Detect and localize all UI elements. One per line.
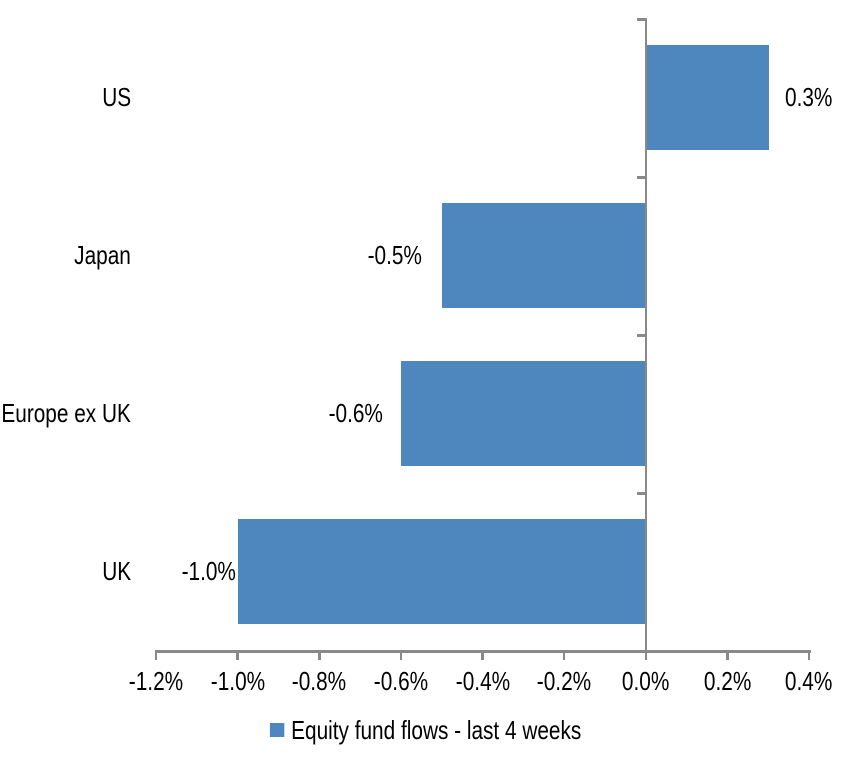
value-axis-tick [726,650,729,660]
data-label: -0.6% [163,400,383,426]
data-label: 0.3% [785,84,844,110]
category-axis-tick [636,176,645,179]
value-axis-tick-label-text: 0.0% [622,666,670,696]
value-axis-tick-label: -0.6% [321,668,481,694]
category-label-text: Japan [74,240,131,270]
value-axis-tick-label: 0.0% [566,668,726,694]
value-axis-tick-label-text: 0.4% [785,666,833,696]
legend-label: Equity fund flows - last 4 weeks [291,715,582,745]
value-axis-tick-label: -0.8% [239,668,399,694]
category-label-text: US [102,82,131,112]
data-label: -1.0% [16,556,236,586]
legend-row: Equity fund flows - last 4 weeks [270,715,582,745]
value-axis-tick-label: -1.2% [76,668,236,694]
chart-bar [441,202,645,308]
legend-marker-icon [270,723,285,737]
category-axis-tick [636,492,645,495]
category-label-text: UK [102,556,131,586]
value-axis-tick [807,650,811,660]
value-axis-tick [562,650,566,660]
data-label-text: -0.5% [367,240,422,270]
value-axis-tick [154,650,158,660]
value-axis-tick-label: 0.2% [647,668,807,694]
category-label-text: Europe ex UK [1,398,132,428]
value-axis-tick-label: -0.4% [403,668,563,694]
value-axis-tick [399,650,403,660]
value-axis-tick-label-text: -0.4% [455,666,510,696]
value-axis-tick-label-text: -0.8% [292,666,347,696]
value-axis-tick-label-text: -0.6% [373,666,429,696]
chart-bar [400,360,645,466]
chart-bar [647,44,770,150]
data-label: -0.5% [202,240,422,270]
value-axis-tick-label-text: -1.2% [128,666,184,696]
category-label: US [0,84,131,110]
value-axis-tick [236,650,239,660]
category-label: Japan [0,242,131,268]
value-axis-tick-label: -0.2% [484,668,644,694]
data-label-text: -1.0% [181,556,236,586]
value-axis-tick-label-text: -0.2% [536,666,592,696]
legend: Equity fund flows - last 4 weeks [0,717,852,743]
category-axis-tick [636,334,645,337]
value-axis-tick-label-text: 0.2% [703,666,752,696]
value-axis-tick-label: -1.0% [158,668,318,694]
value-axis-tick-label-text: -1.0% [210,666,265,696]
category-label: UK [0,558,131,584]
category-axis-tick [636,18,645,21]
value-axis-tick [318,650,321,660]
category-axis-line [644,18,647,660]
data-label-text: 0.3% [785,82,833,112]
value-axis-tick-label: 0.4% [729,668,852,694]
data-label-text: -0.6% [328,398,383,428]
value-axis-tick [481,650,484,660]
category-label: Europe ex UK [0,398,132,428]
chart-bar [237,518,645,624]
